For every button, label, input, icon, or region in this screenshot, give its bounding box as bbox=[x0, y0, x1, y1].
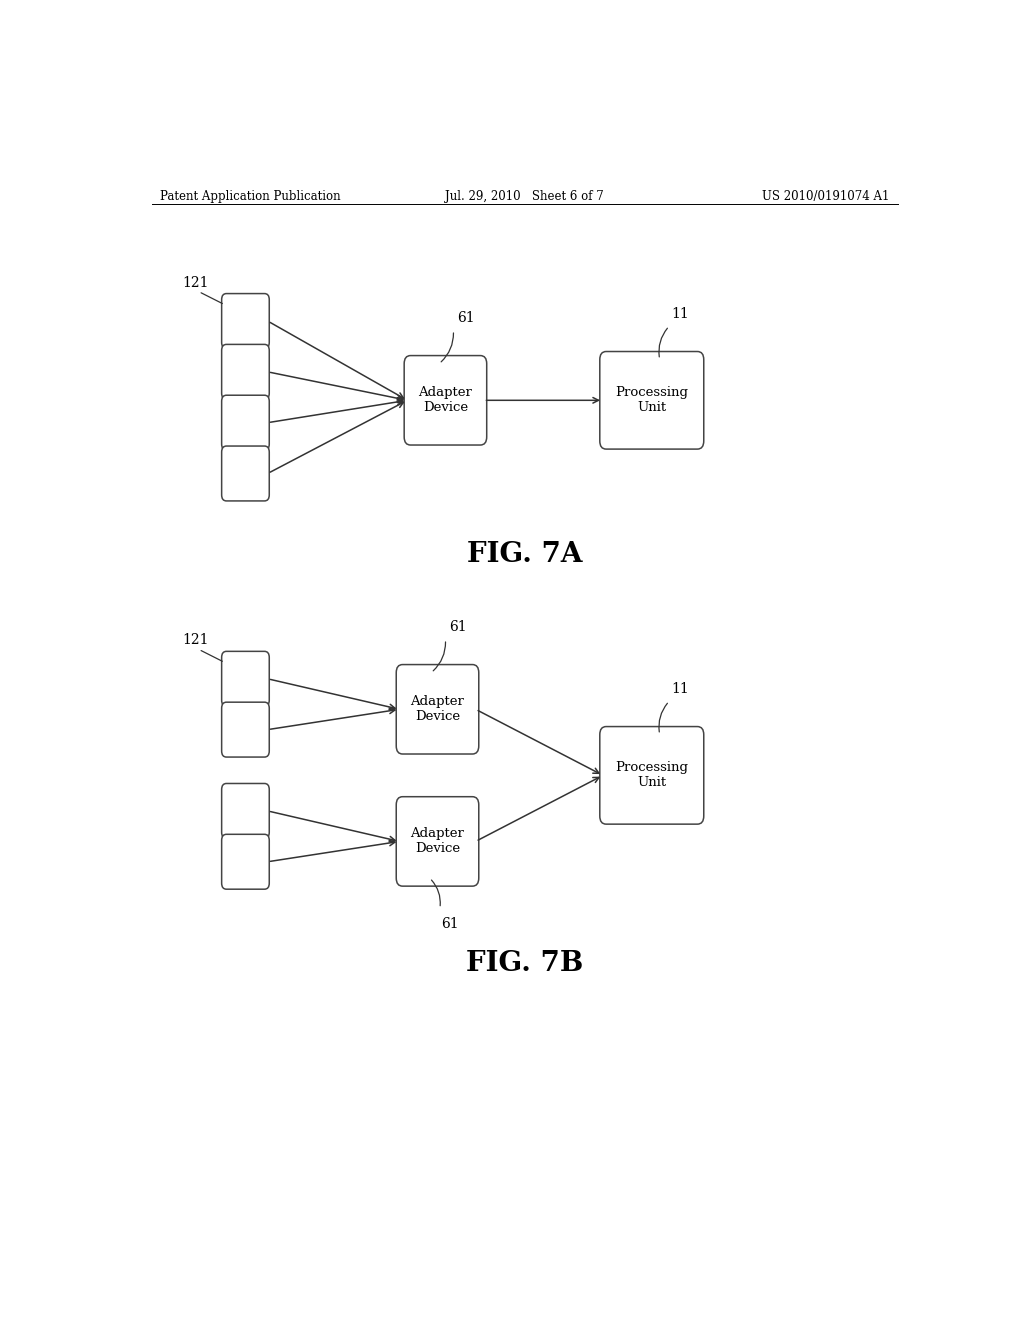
FancyBboxPatch shape bbox=[221, 446, 269, 500]
Text: 11: 11 bbox=[672, 682, 689, 696]
Text: FIG. 7B: FIG. 7B bbox=[466, 950, 584, 977]
Text: Adapter
Device: Adapter Device bbox=[419, 387, 472, 414]
Text: 121: 121 bbox=[182, 276, 209, 289]
Text: Processing
Unit: Processing Unit bbox=[615, 387, 688, 414]
FancyBboxPatch shape bbox=[221, 345, 269, 399]
Text: FIG. 7A: FIG. 7A bbox=[467, 541, 583, 569]
Text: 121: 121 bbox=[182, 634, 209, 647]
FancyBboxPatch shape bbox=[221, 395, 269, 450]
FancyBboxPatch shape bbox=[221, 784, 269, 838]
FancyBboxPatch shape bbox=[404, 355, 486, 445]
FancyBboxPatch shape bbox=[221, 834, 269, 890]
Text: Patent Application Publication: Patent Application Publication bbox=[160, 190, 340, 202]
Text: US 2010/0191074 A1: US 2010/0191074 A1 bbox=[763, 190, 890, 202]
Text: 11: 11 bbox=[672, 308, 689, 321]
FancyBboxPatch shape bbox=[600, 726, 703, 824]
Text: Adapter
Device: Adapter Device bbox=[411, 828, 465, 855]
FancyBboxPatch shape bbox=[396, 797, 479, 886]
Text: 61: 61 bbox=[458, 312, 475, 325]
FancyBboxPatch shape bbox=[221, 702, 269, 758]
FancyBboxPatch shape bbox=[221, 293, 269, 348]
Text: 61: 61 bbox=[450, 620, 467, 634]
FancyBboxPatch shape bbox=[600, 351, 703, 449]
Text: Processing
Unit: Processing Unit bbox=[615, 762, 688, 789]
FancyBboxPatch shape bbox=[396, 664, 479, 754]
FancyBboxPatch shape bbox=[221, 651, 269, 706]
Text: Adapter
Device: Adapter Device bbox=[411, 696, 465, 723]
Text: 61: 61 bbox=[441, 916, 459, 931]
Text: Jul. 29, 2010   Sheet 6 of 7: Jul. 29, 2010 Sheet 6 of 7 bbox=[445, 190, 604, 202]
